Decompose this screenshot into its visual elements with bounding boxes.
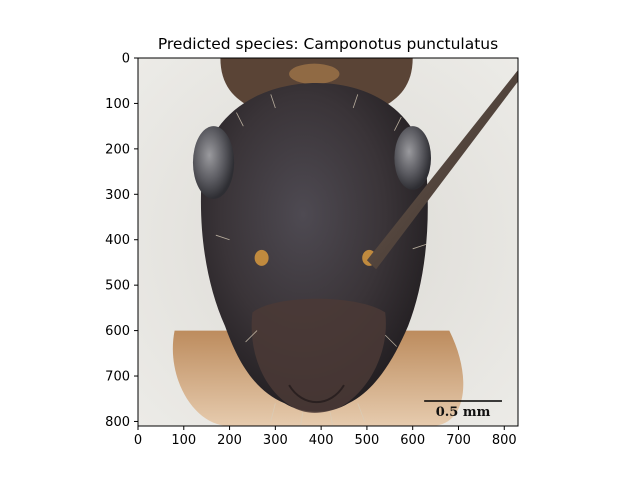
x-axis: 0 100 200 300 400 500 600 700 800 [134, 426, 517, 448]
ant-head-image: 0.5 mm [138, 58, 518, 426]
seta [300, 412, 304, 426]
y-tick-label: 100 [105, 97, 130, 112]
seta [270, 403, 276, 422]
seta [357, 403, 366, 422]
seta [412, 243, 427, 250]
scale-bar-label: 0.5 mm [436, 405, 491, 420]
seta [384, 334, 397, 347]
axes-frame [137, 57, 519, 427]
seta [329, 412, 333, 426]
y-tick-label: 500 [105, 279, 130, 294]
x-tick-label: 600 [400, 433, 425, 448]
antenna-right [366, 69, 518, 270]
seta [215, 234, 230, 241]
x-tick-label: 0 [134, 433, 142, 448]
x-tick-label: 800 [492, 433, 517, 448]
y-tick-label: 800 [105, 415, 130, 430]
y-tick-label: 200 [105, 142, 130, 157]
chart-title: Predicted species: Camponotus punctulatu… [158, 35, 498, 53]
y-tick-label: 300 [105, 188, 130, 203]
clypeus [251, 298, 386, 413]
x-tick-label: 700 [446, 433, 471, 448]
y-tick-label: 700 [105, 370, 130, 385]
mandible-edge [288, 384, 345, 403]
y-tick-label: 400 [105, 233, 130, 248]
x-tick-label: 200 [217, 433, 242, 448]
eye-left [192, 126, 235, 199]
eye-right [394, 126, 432, 190]
seta [245, 330, 258, 343]
image-axes: 0.5 mm 0 100 200 300 400 500 600 700 800 0 100 200… [105, 52, 519, 448]
seta [394, 116, 402, 131]
x-tick-label: 400 [309, 433, 334, 448]
seta [270, 94, 276, 109]
y-tick-label: 600 [105, 324, 130, 339]
seta [236, 112, 244, 127]
antennal-socket-left [254, 249, 269, 266]
x-tick-label: 500 [355, 433, 380, 448]
seta [352, 94, 359, 109]
y-tick-label: 0 [122, 52, 130, 67]
y-axis: 0 100 200 300 400 500 600 700 800 [105, 52, 138, 430]
x-tick-label: 300 [263, 433, 288, 448]
thorax-highlight [289, 63, 340, 85]
x-tick-label: 100 [171, 433, 196, 448]
